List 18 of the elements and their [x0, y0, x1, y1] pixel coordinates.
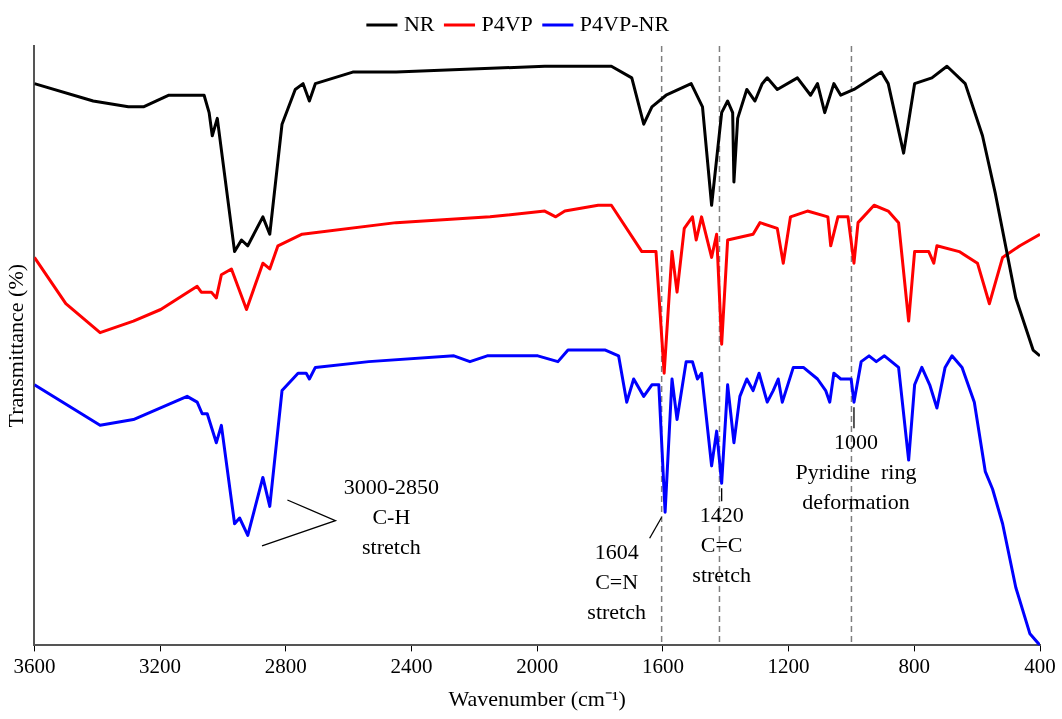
- annotation: 1000 Pyridine ring deformation: [795, 428, 917, 514]
- x-tick-label: 2800: [264, 653, 307, 678]
- x-tick-label: 3600: [13, 653, 56, 678]
- legend-label: NR: [403, 10, 435, 36]
- x-tick-label: 800: [898, 653, 931, 678]
- y-axis-title: Transmittance (%): [2, 263, 28, 428]
- x-tick-label: 3200: [139, 653, 182, 678]
- x-tick-label: 1600: [641, 653, 684, 678]
- annotation: 3000-2850 C-H stretch: [343, 474, 440, 560]
- annotation: 1604 C=N stretch: [587, 538, 646, 624]
- legend-label: P4VP: [481, 10, 533, 36]
- x-tick-label: 2400: [390, 653, 433, 678]
- x-tick-label: 400: [1024, 653, 1056, 678]
- legend-label: P4VP-NR: [579, 10, 670, 36]
- x-tick-label: 1200: [767, 653, 810, 678]
- x-axis-title: Wavenumber (cm⁻¹): [448, 685, 626, 711]
- annotation: 1420 C=C stretch: [692, 502, 751, 588]
- x-tick-label: 2000: [516, 653, 559, 678]
